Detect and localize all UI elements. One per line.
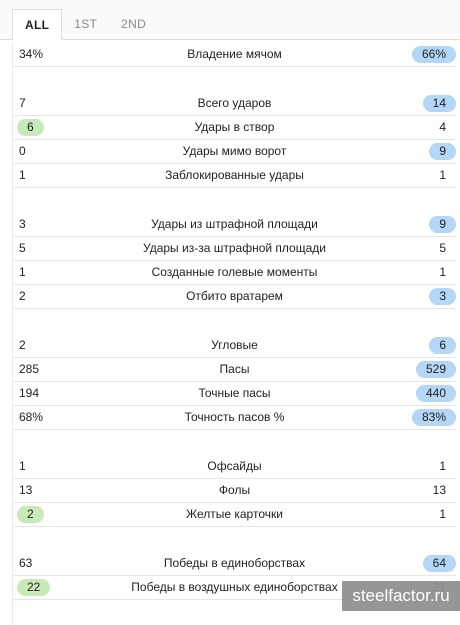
home-value: 68%	[19, 410, 44, 424]
away-value: 6	[429, 337, 456, 354]
stat-row: Офсайды 1 1	[13, 455, 456, 479]
home-value: 285	[19, 362, 40, 376]
away-value: 1	[439, 507, 446, 521]
home-value: 1	[19, 265, 26, 279]
stat-row: Желтые карточки 2 1	[13, 503, 456, 527]
away-value: 83%	[411, 409, 456, 426]
stat-row: Победы в единоборствах 63 64	[13, 552, 456, 576]
home-value: 34%	[19, 47, 44, 61]
home-value: 2	[19, 289, 26, 303]
home-value: 1	[19, 459, 26, 473]
home-value: 194	[19, 386, 40, 400]
home-value: 3	[19, 217, 26, 231]
home-value: 2	[17, 506, 44, 523]
stat-label: Отбито вратарем	[186, 289, 283, 303]
stat-label: Удары в створ	[194, 120, 275, 134]
stat-row: Точные пасы 194 440	[13, 382, 456, 406]
away-value: 5	[439, 241, 446, 255]
stat-label: Созданные голевые моменты	[151, 265, 318, 279]
stat-row: Удары из штрафной площади 3 9	[13, 213, 456, 237]
stat-row: Созданные голевые моменты 1 1	[13, 261, 456, 285]
stat-label: Пасы	[219, 362, 250, 376]
stat-row: Фолы 13 13	[13, 479, 456, 503]
home-value: 1	[19, 168, 26, 182]
tab[interactable]: 2ND	[121, 17, 147, 31]
home-value: 0	[19, 144, 26, 158]
away-value: 14	[422, 95, 456, 112]
stat-group: Удары из штрафной площади 3 9 Удары из-за ш…	[13, 213, 456, 309]
stat-label: Угловые	[211, 338, 258, 352]
tab-bar: ALL 1ST 2ND	[0, 0, 460, 40]
stat-label: Офсайды	[207, 459, 262, 473]
stat-label: Всего ударов	[197, 96, 272, 110]
tab[interactable]: 1ST	[74, 17, 98, 31]
stat-group: Владение мячом 34% 66%	[13, 43, 456, 67]
away-value: 9	[429, 143, 456, 160]
stat-label: Удары из штрафной площади	[151, 217, 318, 231]
away-value: 64	[422, 555, 456, 572]
stat-label: Победы в единоборствах	[163, 556, 306, 570]
stat-row: Заблокированные удары 1 1	[13, 164, 456, 188]
stat-label: Точность пасов %	[184, 410, 285, 424]
away-value: 1	[439, 459, 446, 473]
away-value: 4	[439, 120, 446, 134]
stat-row: Отбито вратарем 2 3	[13, 285, 456, 309]
stat-row: Угловые 2 6	[13, 334, 456, 358]
away-value: 440	[415, 385, 456, 402]
away-value: 1	[439, 265, 446, 279]
stat-label: Заблокированные удары	[165, 168, 304, 182]
stat-group: Всего ударов 7 14 Удары в створ 6 4 Удары мимо…	[13, 92, 456, 188]
home-value: 5	[19, 241, 26, 255]
away-value: 13	[432, 483, 446, 497]
tab[interactable]: ALL	[12, 9, 63, 40]
away-value: 529	[415, 361, 456, 378]
stat-row: Удары из-за штрафной площади 5 5	[13, 237, 456, 261]
stat-label: Удары из-за штрафной площади	[143, 241, 326, 255]
stat-label: Точные пасы	[198, 386, 271, 400]
stat-row: Удары мимо ворот 0 9	[13, 140, 456, 164]
home-value: 13	[19, 483, 33, 497]
stat-label: Владение мячом	[187, 47, 282, 61]
stats-list: Владение мячом 34% 66% Всего ударов 7 14 Удары…	[12, 43, 456, 625]
stat-label: Удары мимо ворот	[182, 144, 287, 158]
stat-group: Офсайды 1 1 Фолы 13 13 Желтые карточки 2 1	[13, 455, 456, 527]
stat-row: Удары в створ 6 4	[13, 116, 456, 140]
home-value: 7	[19, 96, 26, 110]
home-value: 22	[17, 579, 51, 596]
home-value: 2	[19, 338, 26, 352]
away-value: 9	[429, 216, 456, 233]
stat-row: Пасы 285 529	[13, 358, 456, 382]
stat-label: Желтые карточки	[186, 507, 283, 521]
home-value: 63	[19, 556, 33, 570]
stat-group: Угловые 2 6 Пасы 285 529 Точные пасы 194 440 Точн…	[13, 334, 456, 430]
watermark: steelfactor.ru	[342, 581, 460, 611]
away-value: 1	[439, 168, 446, 182]
home-value: 6	[17, 119, 44, 136]
away-value: 3	[429, 288, 456, 305]
stat-row: Владение мячом 34% 66%	[13, 43, 456, 67]
stat-row: Всего ударов 7 14	[13, 92, 456, 116]
stat-label: Победы в воздушных единоборствах	[131, 580, 338, 594]
stat-row: Точность пасов % 68% 83%	[13, 406, 456, 430]
stat-label: Фолы	[218, 483, 251, 497]
away-value: 66%	[411, 46, 456, 63]
